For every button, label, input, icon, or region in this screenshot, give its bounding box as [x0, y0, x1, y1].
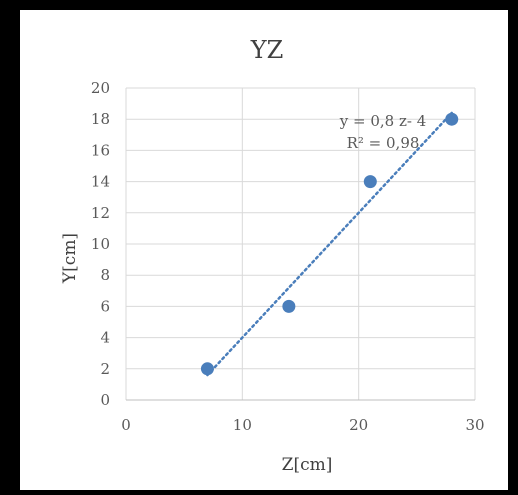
- x-tick-label-2: 20: [349, 416, 368, 434]
- y-tick-label-8: 16: [91, 141, 110, 159]
- y-tick-label-10: 20: [91, 79, 110, 97]
- y-tick-labels: 0 2 4 6 8 10 12 14 16 18 20: [91, 79, 110, 409]
- y-tick-label-6: 12: [91, 204, 110, 222]
- y-tick-label-2: 4: [100, 329, 110, 347]
- x-tick-label-0: 0: [121, 416, 131, 434]
- x-tick-labels: 0 10 20 30: [121, 416, 484, 434]
- y-tick-label-0: 0: [100, 391, 110, 409]
- y-tick-label-7: 14: [91, 173, 110, 191]
- data-point-1: [282, 299, 296, 313]
- chart-svg: YZ 0 10 20 30 0 2 4 6 8 10 12 14 16 18 20 y = 0,8 z- …: [60, 36, 485, 475]
- trendline: [206, 111, 453, 377]
- chart-title: YZ: [250, 36, 284, 64]
- y-tick-label-9: 18: [91, 110, 110, 128]
- data-point-3: [445, 112, 459, 126]
- trendline-equation: y = 0,8 z- 4: [339, 112, 426, 130]
- x-axis-label: Z[cm]: [282, 455, 333, 475]
- x-tick-label-3: 30: [465, 416, 484, 434]
- x-tick-label-1: 10: [233, 416, 252, 434]
- grid: [125, 87, 476, 401]
- trendline-group: [206, 111, 453, 377]
- data-point-0: [200, 362, 214, 376]
- data-point-2: [363, 175, 377, 189]
- y-tick-label-5: 10: [91, 235, 110, 253]
- y-tick-label-1: 2: [100, 360, 110, 378]
- data-points: [200, 112, 459, 376]
- trendline-r2: R² = 0,98: [347, 134, 420, 152]
- y-tick-label-3: 6: [100, 297, 110, 315]
- y-tick-label-4: 8: [100, 266, 110, 284]
- y-axis-label: Y[cm]: [60, 233, 80, 284]
- chart-panel: YZ 0 10 20 30 0 2 4 6 8 10 12 14 16 18 20 y = 0,8 z- …: [20, 10, 508, 490]
